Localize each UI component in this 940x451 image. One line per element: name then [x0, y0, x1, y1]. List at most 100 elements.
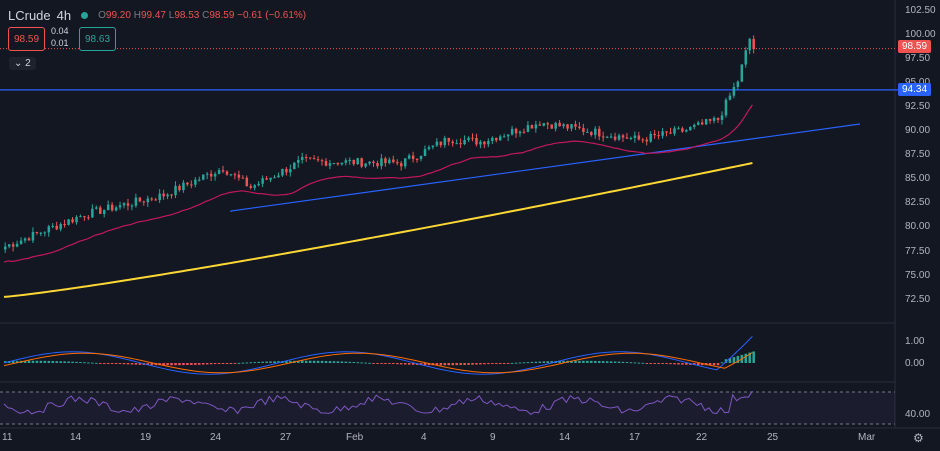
macd-histogram-bar [170, 363, 173, 366]
candle-body [19, 240, 23, 244]
candle-body [130, 205, 134, 207]
macd-histogram-bar [202, 363, 205, 365]
candle-body [198, 179, 201, 181]
macd-histogram-bar [328, 361, 332, 363]
candle-body [400, 163, 403, 167]
macd-histogram-bar [130, 363, 134, 365]
candle-body [27, 238, 31, 241]
macd-histogram-bar [728, 358, 732, 363]
candle-body [601, 136, 605, 138]
candle-body [530, 125, 534, 129]
macd-histogram-bar [237, 362, 241, 364]
macd-histogram-bar [15, 360, 19, 363]
candle-body [95, 207, 98, 209]
macd-histogram-bar [609, 361, 613, 363]
macd-histogram-bar [427, 363, 431, 366]
macd-histogram-bar [190, 363, 193, 365]
macd-histogram-bar [598, 360, 601, 363]
macd-histogram-bar [506, 363, 510, 364]
candle-body [320, 160, 324, 162]
candle-body [518, 131, 522, 134]
macd-histogram-bar [534, 361, 538, 363]
macd-histogram-bar [376, 363, 379, 364]
candle-body [752, 38, 755, 50]
macd-histogram-bar [514, 362, 518, 364]
candle-body [744, 50, 748, 65]
trend-line[interactable] [230, 123, 861, 212]
macd-histogram-bar [316, 360, 320, 363]
gear-icon[interactable]: ⚙ [913, 431, 924, 445]
price-tick: 87.50 [905, 149, 931, 160]
macd-histogram-bar [487, 363, 490, 365]
macd-histogram-bar [162, 363, 165, 366]
moving-average-long [3, 162, 753, 298]
macd-histogram-bar [301, 360, 304, 363]
macd-histogram-bar [368, 362, 371, 364]
candle-body [368, 161, 371, 164]
macd-histogram-bar [261, 361, 264, 363]
candle-body [665, 131, 668, 133]
macd-histogram-bar [582, 360, 585, 363]
candle-body [194, 179, 197, 185]
macd-histogram-bar [146, 363, 150, 366]
candle-body [384, 158, 387, 164]
macd-histogram-bar [558, 360, 561, 363]
candle-body [455, 143, 458, 145]
indicators-collapse-button[interactable]: ⌄ 2 [9, 57, 36, 70]
macd-histogram-bar [697, 363, 700, 366]
buy-button[interactable]: 98.63 [79, 27, 117, 51]
macd-histogram-bar [209, 363, 213, 365]
macd-histogram-bar [297, 360, 300, 363]
candle-body [578, 126, 581, 129]
macd-histogram-bar [538, 361, 542, 363]
macd-histogram-bar [617, 361, 621, 363]
candle-body [372, 161, 375, 164]
candle-body [352, 159, 355, 165]
moving-average-short [3, 104, 753, 263]
macd-histogram-bar [122, 363, 126, 365]
spread-bottom: 0.01 [51, 38, 69, 48]
candle-body [114, 207, 118, 211]
candle-body [669, 132, 672, 134]
macd-histogram-bar [312, 360, 316, 363]
macd-histogram-bar [403, 363, 407, 365]
candle-body [605, 136, 609, 138]
candles [4, 35, 755, 253]
candle-body [423, 149, 427, 156]
macd-histogram-bar [27, 360, 31, 363]
candle-body [304, 157, 308, 159]
candle-body [609, 136, 613, 138]
time-tick: 24 [210, 432, 222, 443]
candle-body [693, 124, 696, 127]
candle-body [736, 81, 740, 88]
time-tick: 27 [280, 432, 292, 443]
candle-body [162, 193, 165, 197]
chart-header: LCrude 4h O99.20 H99.47 L98.53 C98.59 −0… [8, 7, 306, 23]
candle-body [134, 197, 138, 206]
candle-body [225, 171, 229, 175]
macd-histogram-bar [502, 363, 506, 364]
macd-histogram-bar [364, 362, 367, 364]
candle-body [700, 122, 704, 125]
symbol-name[interactable]: LCrude [8, 7, 51, 23]
candle-body [704, 119, 708, 125]
candle-body [510, 128, 514, 135]
ohlc-values: O99.20 H99.47 L98.53 C98.59 −0.61 (−0.61… [98, 9, 307, 21]
candle-body [11, 244, 15, 247]
sell-button[interactable]: 98.59 [8, 27, 46, 51]
candle-body [285, 169, 288, 173]
candle-body [499, 136, 502, 141]
candle-body [621, 135, 625, 138]
candle-body [550, 124, 553, 129]
time-tick: 14 [70, 432, 82, 443]
price-tick: 100.00 [905, 29, 936, 40]
candle-body [99, 207, 102, 214]
candle-body [534, 124, 538, 129]
candle-body [447, 137, 451, 142]
macd-histogram-bar [126, 363, 130, 365]
candle-body [301, 157, 304, 160]
macd-histogram-bar [95, 362, 98, 364]
candle-body [190, 184, 193, 186]
interval-label[interactable]: 4h [56, 7, 72, 23]
